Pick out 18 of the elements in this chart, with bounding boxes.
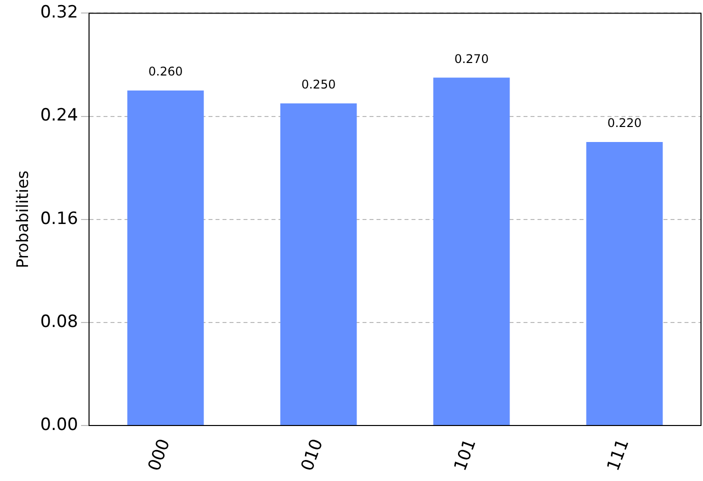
x-tick-label: 000 bbox=[144, 436, 174, 474]
y-tick-label: 0.32 bbox=[40, 2, 78, 23]
data-label: 0.250 bbox=[301, 78, 336, 92]
bar bbox=[280, 103, 357, 426]
x-tick-label: 010 bbox=[298, 436, 328, 474]
data-label: 0.220 bbox=[607, 116, 642, 130]
y-tick-label: 0.24 bbox=[40, 106, 78, 126]
x-tick-label: 111 bbox=[603, 436, 634, 474]
y-tick-label: 0.00 bbox=[40, 414, 78, 435]
bar bbox=[127, 90, 204, 426]
y-tick-label: 0.16 bbox=[40, 208, 78, 229]
bar bbox=[586, 142, 663, 426]
data-label: 0.270 bbox=[454, 52, 489, 66]
x-tick-label: 101 bbox=[450, 436, 480, 474]
y-tick-label: 0.08 bbox=[40, 312, 78, 332]
bar bbox=[433, 78, 510, 426]
y-axis-title: Probabilities bbox=[12, 170, 32, 268]
data-label: 0.260 bbox=[148, 64, 183, 79]
